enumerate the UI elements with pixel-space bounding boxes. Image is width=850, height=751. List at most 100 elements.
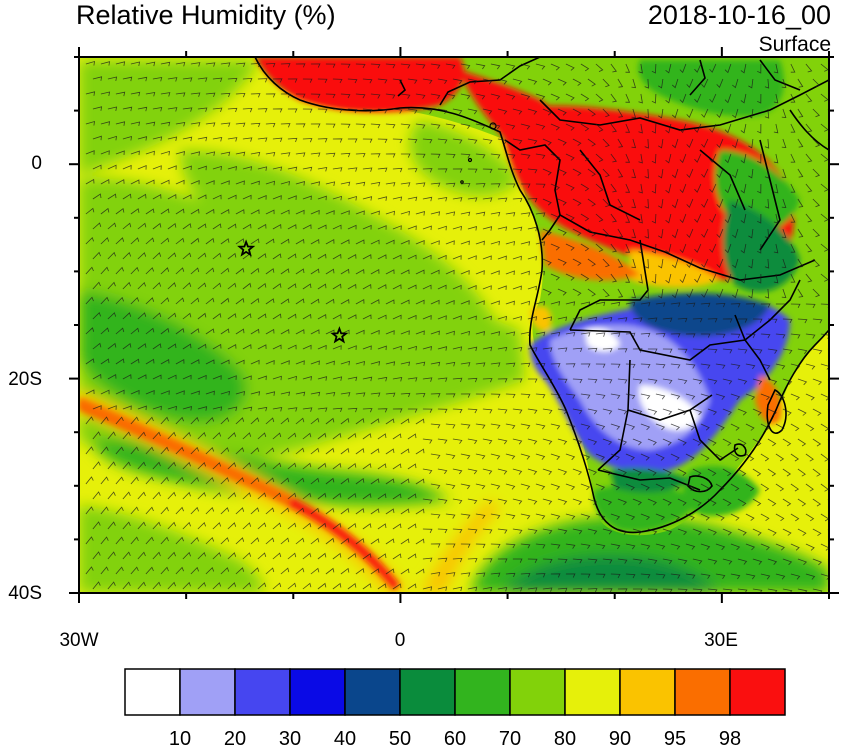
wind-barb [797,288,804,298]
wind-barb [651,183,657,194]
wind-barb [445,153,456,159]
wind-barb [572,347,583,353]
wind-barb [287,432,297,440]
wind-barb [820,573,829,580]
wind-barb [85,150,95,155]
wind-barb [671,198,679,209]
wind-barb [385,63,396,69]
wind-barb [505,270,515,276]
wind-barb [482,226,493,231]
wind-barb [197,107,208,112]
wind-barb [355,392,366,397]
wind-barb [265,122,276,128]
colorbar-swatch [729,668,786,716]
wind-barb [748,258,754,269]
wind-barb [651,153,657,164]
wind-barb [325,123,336,128]
wind-barb [212,77,223,83]
wind-barb [257,432,267,440]
wind-barb [716,138,724,149]
wind-barb [280,477,290,485]
colorbar-swatch [124,668,181,716]
wind-barb [550,393,561,399]
wind-barb [632,317,643,322]
wind-barb [115,61,126,66]
wind-barb [122,312,132,320]
wind-barb [655,302,666,307]
wind-barb [400,210,410,216]
wind-barb [422,314,432,320]
wind-barb [212,107,223,113]
wind-barb [745,513,755,521]
wind-barb [671,288,679,299]
wind-barb [310,537,320,545]
wind-barb [340,210,350,215]
wind-barb [92,281,101,290]
wind-barb [85,536,94,545]
wind-barb [145,416,154,425]
wind-barb [190,536,199,545]
wind-barb [797,318,808,324]
wind-barb [265,477,275,485]
wind-barb [535,153,546,160]
wind-barb [686,168,694,179]
wind-barb [302,138,313,143]
wind-barb [732,78,739,89]
wind-barb [250,359,260,365]
wind-barb [460,153,471,159]
wind-barb [520,123,531,130]
wind-barb [407,345,417,351]
wind-barb [610,423,621,430]
wind-barb [460,182,471,188]
wind-barb [665,63,672,74]
wind-barb [272,313,282,320]
wind-barb [505,300,515,306]
wind-barb [497,346,508,352]
wind-barb [527,438,538,445]
wind-barb [610,363,621,368]
wind-barb [745,423,755,431]
wind-barb [527,408,538,414]
wind-barb [377,284,387,290]
wind-barb [377,376,388,382]
wind-barb [644,78,649,89]
wind-barb [512,108,523,115]
wind-barb [242,552,252,560]
wind-barb [272,283,282,290]
wind-barb [460,543,471,548]
wind-barb [557,378,568,384]
wind-barb [505,240,515,246]
wind-barb [137,374,147,380]
wind-barb [647,408,658,415]
wind-barb [542,258,552,266]
wind-barb [422,225,432,231]
wind-barb [362,254,372,260]
wind-barb [752,378,763,385]
wind-barb [115,121,126,126]
wind-barb [512,226,523,232]
wind-barb [400,361,411,366]
wind-barb [617,108,624,118]
wind-barb [644,168,649,179]
wind-barb [694,213,702,223]
wind-barb [550,93,560,101]
wind-barb [640,332,651,338]
wind-barb [370,568,380,575]
wind-barb [310,209,320,215]
wind-barb [685,543,696,550]
wind-barb [505,93,516,100]
wind-barb [175,237,185,245]
wind-barb [415,299,425,305]
wind-barb [665,93,672,104]
wind-barb [310,152,321,157]
wind-barb [724,153,732,164]
wind-barb [332,224,342,230]
wind-barb [392,463,402,470]
wind-barb [670,543,681,550]
wind-barb [220,477,230,485]
wind-barb [182,374,192,380]
wind-barb [145,566,154,575]
wind-barb [302,253,312,260]
wind-barb [415,153,426,158]
wind-barb [610,513,621,520]
